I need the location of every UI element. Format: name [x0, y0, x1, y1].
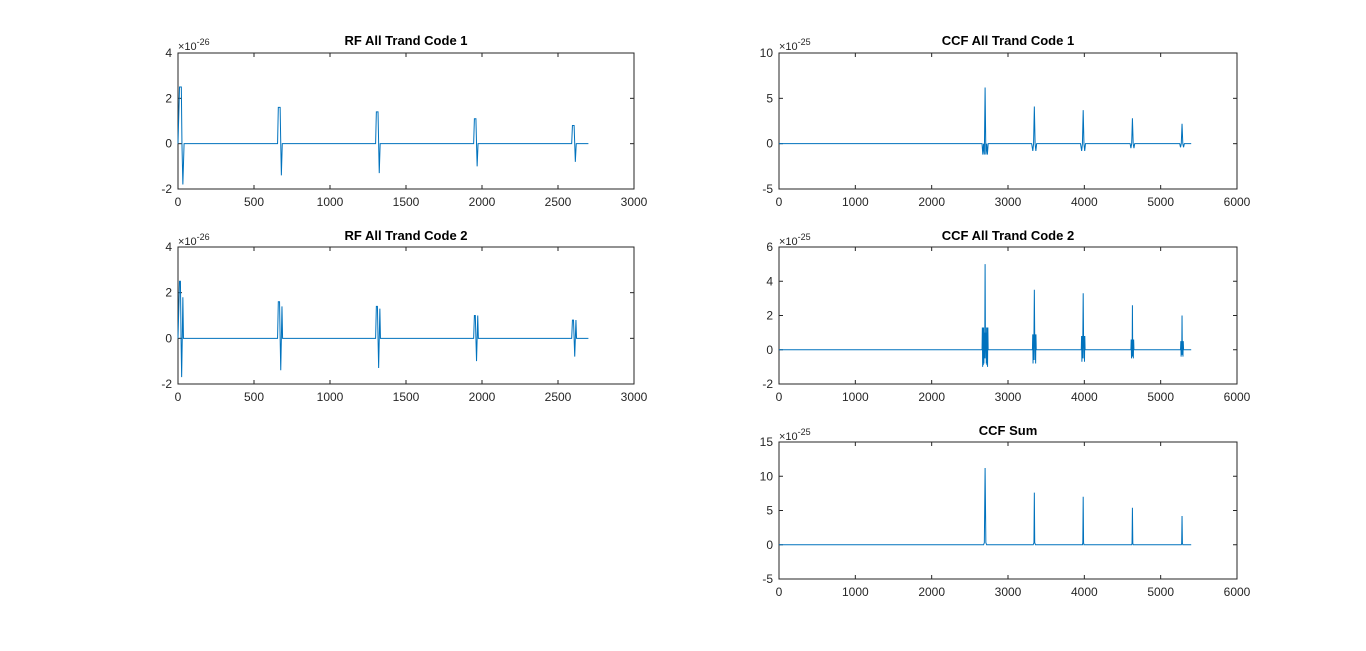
svg-text:×10-25: ×10-25 — [779, 232, 811, 248]
x-tick-label: 2000 — [918, 195, 945, 209]
y-tick-label: 6 — [766, 240, 773, 254]
x-tick-label: 0 — [776, 390, 783, 404]
y-tick-label: 0 — [165, 331, 172, 345]
x-tick-label: 3000 — [995, 195, 1022, 209]
x-tick-label: 1000 — [317, 390, 344, 404]
x-tick-label: 1000 — [842, 195, 869, 209]
x-tick-label: 3000 — [621, 195, 648, 209]
series-line — [779, 264, 1192, 367]
y-tick-label: 4 — [165, 240, 172, 254]
y-exponent-label: ×10-25 — [779, 37, 811, 53]
x-tick-label: 5000 — [1147, 585, 1174, 599]
y-tick-label: -5 — [762, 182, 773, 196]
y-tick-label: 10 — [760, 469, 774, 483]
series-line — [177, 86, 589, 185]
panel-rf-code-1: RF All Trand Code 1 ×10-26 0 500 1000 1500 2… — [161, 33, 647, 209]
x-tick-label: 2000 — [918, 390, 945, 404]
x-tick-label: 6000 — [1224, 390, 1251, 404]
x-tick-label: 3000 — [995, 585, 1022, 599]
y-tick-label: 2 — [766, 309, 773, 323]
svg-text:×10-26: ×10-26 — [178, 232, 210, 248]
svg-text:×10-25: ×10-25 — [779, 427, 811, 443]
x-tick-label: 1000 — [842, 390, 869, 404]
y-tick-label: 0 — [766, 343, 773, 357]
plot-area — [778, 52, 1238, 190]
x-tick-label: 6000 — [1224, 585, 1251, 599]
x-tick-label: 2500 — [545, 195, 572, 209]
x-tick-label: 6000 — [1224, 195, 1251, 209]
y-exponent-label: ×10-26 — [178, 37, 210, 53]
plot-area — [177, 52, 635, 190]
x-tick-label: 1000 — [842, 585, 869, 599]
plot-area — [778, 441, 1238, 580]
x-tick-label: 2000 — [918, 585, 945, 599]
panel-title: RF All Trand Code 1 — [344, 33, 467, 48]
x-tick-label: 4000 — [1071, 390, 1098, 404]
y-tick-label: 2 — [165, 286, 172, 300]
y-tick-label: 15 — [760, 435, 774, 449]
x-tick-label: 4000 — [1071, 195, 1098, 209]
x-tick-label: 5000 — [1147, 195, 1174, 209]
panel-title: RF All Trand Code 2 — [344, 228, 467, 243]
x-tick-label: 1500 — [393, 195, 420, 209]
x-tick-label: 1000 — [317, 195, 344, 209]
y-tick-label: -2 — [161, 377, 172, 391]
x-tick-label: 500 — [244, 390, 264, 404]
y-exponent-label: ×10-26 — [178, 232, 210, 248]
y-exponent-label: ×10-25 — [779, 232, 811, 248]
y-tick-label: 5 — [766, 91, 773, 105]
x-tick-label: 2000 — [469, 390, 496, 404]
panel-ccf-code-2: CCF All Trand Code 2 ×10-25 0 1000 2000 300… — [762, 228, 1250, 404]
y-tick-label: 4 — [165, 46, 172, 60]
x-tick-label: 0 — [175, 390, 182, 404]
y-tick-label: 2 — [165, 91, 172, 105]
svg-text:×10-26: ×10-26 — [178, 37, 210, 53]
panel-ccf-code-1: CCF All Trand Code 1 ×10-25 0 1000 2000 300… — [760, 33, 1251, 209]
panel-ccf-sum: CCF Sum ×10-25 0 1000 2000 3000 4000 5000 6000… — [760, 423, 1251, 599]
y-tick-label: -2 — [161, 182, 172, 196]
plot-area — [177, 246, 635, 385]
x-tick-label: 0 — [776, 195, 783, 209]
x-tick-label: 4000 — [1071, 585, 1098, 599]
x-tick-label: 3000 — [621, 390, 648, 404]
x-tick-label: 3000 — [995, 390, 1022, 404]
panel-rf-code-2: RF All Trand Code 2 ×10-26 0 500 1000 1500 2… — [161, 228, 647, 404]
x-tick-label: 500 — [244, 195, 264, 209]
series-line — [779, 468, 1192, 546]
x-tick-label: 1500 — [393, 390, 420, 404]
panel-title: CCF All Trand Code 2 — [942, 228, 1074, 243]
x-tick-label: 0 — [175, 195, 182, 209]
y-tick-label: 4 — [766, 274, 773, 288]
y-tick-label: 5 — [766, 504, 773, 518]
y-tick-label: 0 — [165, 137, 172, 151]
y-tick-label: 0 — [766, 137, 773, 151]
panel-title: CCF All Trand Code 1 — [942, 33, 1074, 48]
plot-area — [778, 246, 1238, 385]
series-line — [779, 87, 1192, 155]
y-exponent-label: ×10-25 — [779, 427, 811, 443]
x-tick-label: 2500 — [545, 390, 572, 404]
y-tick-label: -2 — [762, 377, 773, 391]
y-tick-label: 0 — [766, 538, 773, 552]
series-line — [177, 280, 589, 378]
x-tick-label: 0 — [776, 585, 783, 599]
x-tick-label: 2000 — [469, 195, 496, 209]
panel-title: CCF Sum — [979, 423, 1038, 438]
svg-text:×10-25: ×10-25 — [779, 37, 811, 53]
y-tick-label: -5 — [762, 572, 773, 586]
y-tick-label: 10 — [760, 46, 774, 60]
x-tick-label: 5000 — [1147, 390, 1174, 404]
